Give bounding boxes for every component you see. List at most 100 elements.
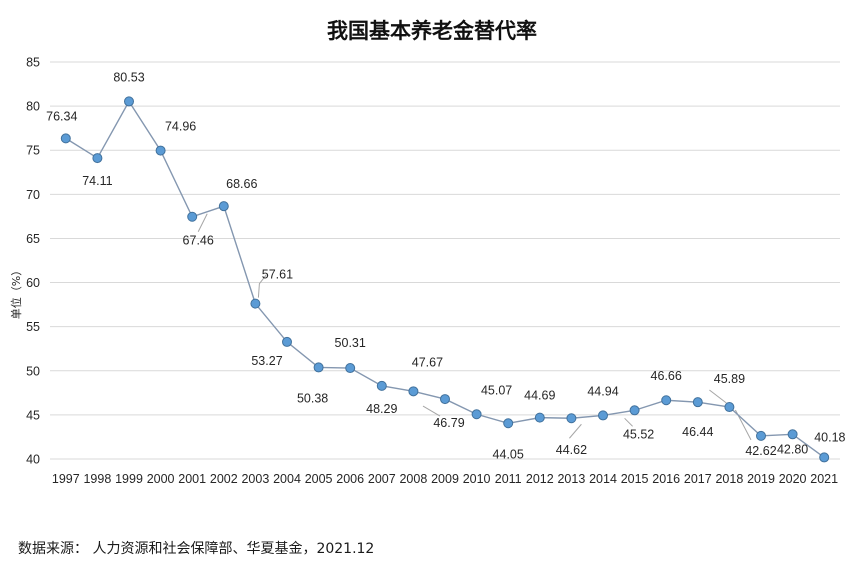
data-point [503, 418, 514, 429]
source-note: 数据来源： 人力资源和社会保障部、华夏基金，2021.12 [18, 541, 375, 557]
x-tick-label: 2005 [305, 472, 333, 486]
data-point [819, 452, 830, 463]
data-label: 44.05 [493, 447, 524, 461]
data-point [787, 429, 798, 440]
y-tick-label: 50 [26, 364, 40, 378]
data-label: 48.29 [366, 402, 397, 416]
y-tick-label: 60 [26, 276, 40, 290]
x-tick-label: 2004 [273, 472, 301, 486]
y-axis-label: 单位（%） [9, 265, 23, 319]
x-tick-label: 2012 [526, 472, 554, 486]
data-label: 67.46 [183, 234, 214, 248]
x-tick-label: 1998 [83, 472, 111, 486]
x-tick-label: 2001 [178, 472, 206, 486]
leader-line [197, 213, 208, 232]
data-point [313, 362, 324, 373]
data-point [250, 298, 261, 309]
data-point [345, 363, 356, 374]
data-labels: 76.34 74.11 80.53 74.96 67.46 68.66 57.61 53.27… [46, 70, 845, 461]
data-label: 74.11 [82, 174, 112, 188]
x-tick-label: 2018 [715, 472, 743, 486]
x-tick-label: 2007 [368, 472, 396, 486]
y-tick-label: 85 [26, 56, 40, 70]
data-point [408, 386, 419, 397]
data-label: 45.52 [623, 427, 654, 441]
data-label: 42.80 [777, 442, 808, 456]
x-tick-label: 2011 [495, 472, 522, 486]
data-label: 45.07 [481, 383, 512, 397]
data-point [282, 336, 292, 347]
data-point [124, 96, 134, 107]
y-tick-label: 55 [26, 320, 40, 334]
y-tick-label: 40 [26, 453, 40, 467]
x-tick-label: 2020 [779, 472, 807, 486]
data-point [661, 395, 672, 406]
data-point [218, 201, 229, 212]
data-point [60, 133, 71, 144]
data-point [692, 397, 703, 408]
x-axis-ticks: 1997 1998 1999 2000 2001 2002 2003 2004 2005 2006… [52, 472, 838, 486]
leader-line [422, 405, 441, 417]
data-point [155, 145, 166, 156]
data-label: 40.18 [814, 430, 845, 444]
leader-line [709, 389, 727, 404]
data-label: 42.62 [745, 444, 776, 458]
data-label: 44.94 [587, 384, 618, 398]
line-chart: 我国基本养老金替代率 40 45 50 55 60 65 70 75 80 85 1997 1998… [9, 19, 846, 486]
data-label: 44.62 [556, 443, 587, 457]
x-tick-label: 2006 [336, 472, 364, 486]
data-label: 45.89 [714, 372, 745, 386]
data-label: 74.96 [165, 120, 196, 134]
leader-line [624, 417, 633, 427]
data-point [440, 394, 450, 405]
x-tick-label: 2010 [463, 472, 491, 486]
y-tick-label: 80 [26, 100, 40, 114]
y-tick-label: 75 [26, 144, 40, 158]
data-label: 47.67 [412, 355, 443, 369]
data-point [724, 402, 735, 413]
data-label: 57.61 [262, 268, 293, 282]
data-label: 44.69 [524, 389, 555, 403]
data-label: 76.34 [46, 109, 77, 123]
x-tick-label: 1997 [52, 472, 80, 486]
chart-title: 我国基本养老金替代率 [327, 19, 537, 43]
x-tick-label: 2016 [652, 472, 680, 486]
data-point [376, 380, 387, 391]
x-tick-label: 2003 [241, 472, 269, 486]
data-point [187, 211, 198, 222]
x-tick-label: 2017 [684, 472, 712, 486]
data-point [598, 410, 608, 421]
data-point [92, 153, 103, 164]
data-label: 68.66 [226, 177, 257, 191]
leader-line [257, 274, 267, 298]
x-tick-label: 1999 [115, 472, 143, 486]
y-axis-ticks: 40 45 50 55 60 65 70 75 80 85 [26, 56, 40, 467]
y-tick-label: 45 [26, 408, 40, 422]
data-point [629, 405, 640, 416]
x-tick-label: 2013 [557, 472, 585, 486]
x-tick-label: 2009 [431, 472, 459, 486]
x-tick-label: 2019 [747, 472, 775, 486]
x-tick-label: 2008 [399, 472, 427, 486]
data-point [534, 412, 545, 423]
y-tick-label: 65 [26, 232, 40, 246]
x-tick-label: 2014 [589, 472, 617, 486]
data-label: 46.66 [651, 369, 682, 383]
data-label: 46.79 [433, 416, 464, 430]
x-tick-label: 2002 [210, 472, 238, 486]
x-tick-label: 2015 [621, 472, 649, 486]
data-label: 50.31 [335, 336, 366, 350]
data-label: 80.53 [113, 70, 144, 84]
label-leader-lines [197, 213, 752, 441]
data-points [60, 96, 830, 463]
data-label: 46.44 [682, 425, 713, 439]
data-label: 53.27 [251, 354, 282, 368]
data-point [566, 413, 577, 424]
leader-line [569, 423, 582, 439]
data-point [756, 430, 766, 441]
data-label: 50.38 [297, 391, 328, 405]
x-tick-label: 2021 [810, 472, 838, 486]
data-point [471, 409, 482, 420]
x-tick-label: 2000 [147, 472, 175, 486]
y-tick-label: 70 [26, 188, 40, 202]
